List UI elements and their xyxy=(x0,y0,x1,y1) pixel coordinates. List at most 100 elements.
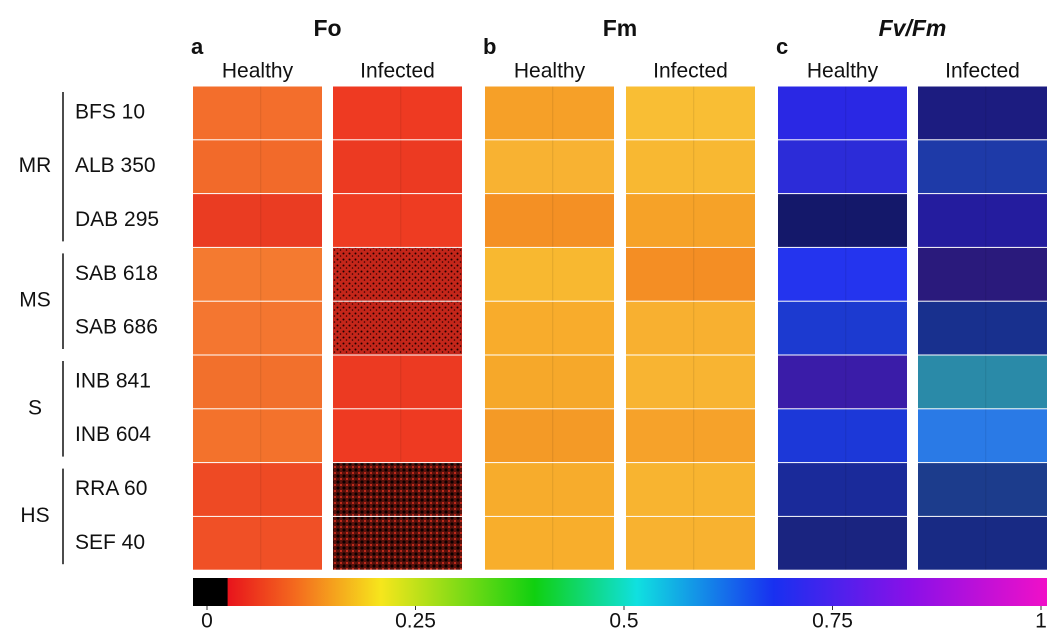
leaf-image xyxy=(778,356,907,409)
column-label: Healthy xyxy=(807,60,879,83)
leaf-vein xyxy=(400,409,401,462)
leaf-image xyxy=(333,356,462,409)
leaf-image xyxy=(626,463,755,516)
leaf-image xyxy=(485,517,614,570)
leaf-vein xyxy=(693,302,694,355)
colorbar-tick-label: 0.75 xyxy=(812,610,853,633)
leaf-image xyxy=(778,517,907,570)
leaf-vein xyxy=(260,248,261,301)
leaf-vein xyxy=(693,194,694,247)
leaf-vein xyxy=(400,302,401,355)
leaf-vein xyxy=(985,248,986,301)
leaf-image xyxy=(626,302,755,355)
genotype-label: INB 604 xyxy=(75,423,151,446)
panel-letter: b xyxy=(483,34,496,59)
colorbar-tick-label: 0 xyxy=(201,610,213,633)
leaf-vein xyxy=(845,248,846,301)
panel-title: Fm xyxy=(603,15,638,41)
panel-title: Fv/Fm xyxy=(879,15,947,41)
leaf-vein xyxy=(985,87,986,140)
leaf-image xyxy=(193,87,322,140)
leaf-image xyxy=(485,87,614,140)
leaf-vein xyxy=(552,409,553,462)
leaf-image xyxy=(193,463,322,516)
leaf-vein xyxy=(400,140,401,193)
leaf-vein xyxy=(400,463,401,516)
leaf-vein xyxy=(260,409,261,462)
leaf-vein xyxy=(693,87,694,140)
leaf-image xyxy=(333,409,462,462)
leaf-vein xyxy=(552,248,553,301)
leaf-image xyxy=(778,248,907,301)
leaf-image xyxy=(778,409,907,462)
leaf-image xyxy=(193,409,322,462)
group-label: MS xyxy=(19,289,51,312)
colorbar-tick-label: 0.25 xyxy=(395,610,436,633)
leaf-image xyxy=(193,356,322,409)
leaf-vein xyxy=(400,87,401,140)
leaf-image xyxy=(918,87,1047,140)
leaf-vein xyxy=(693,409,694,462)
leaf-image xyxy=(333,248,462,301)
leaf-vein xyxy=(693,248,694,301)
panel-letter: c xyxy=(776,34,788,59)
genotype-label: BFS 10 xyxy=(75,100,145,123)
genotype-label: RRA 60 xyxy=(75,477,147,500)
leaf-image xyxy=(333,517,462,570)
leaf-image xyxy=(333,302,462,355)
leaf-image xyxy=(918,194,1047,247)
leaf-image xyxy=(918,140,1047,193)
leaf-image xyxy=(333,87,462,140)
genotype-label: SAB 686 xyxy=(75,316,158,339)
leaf-vein xyxy=(400,194,401,247)
leaf-image xyxy=(193,194,322,247)
leaf-image xyxy=(485,302,614,355)
genotype-label: SEF 40 xyxy=(75,531,145,554)
genotype-label: DAB 295 xyxy=(75,208,159,231)
leaf-image xyxy=(485,248,614,301)
leaf-image xyxy=(626,194,755,247)
leaf-image xyxy=(778,463,907,516)
panel-letter: a xyxy=(191,34,204,59)
column-label: Healthy xyxy=(514,60,586,83)
leaf-vein xyxy=(552,517,553,570)
leaf-image xyxy=(485,140,614,193)
leaf-vein xyxy=(845,87,846,140)
leaf-image xyxy=(485,194,614,247)
leaf-vein xyxy=(845,517,846,570)
leaf-image xyxy=(918,517,1047,570)
leaf-image xyxy=(193,248,322,301)
colorbar xyxy=(193,578,1047,606)
leaf-vein xyxy=(260,302,261,355)
leaf-vein xyxy=(552,194,553,247)
leaf-vein xyxy=(845,356,846,409)
leaf-image xyxy=(626,356,755,409)
genotype-label: ALB 350 xyxy=(75,154,156,177)
leaf-vein xyxy=(552,302,553,355)
leaf-vein xyxy=(845,140,846,193)
leaf-vein xyxy=(260,463,261,516)
leaf-image xyxy=(626,87,755,140)
group-label: MR xyxy=(19,154,52,177)
leaf-vein xyxy=(260,517,261,570)
leaf-image xyxy=(333,194,462,247)
leaf-vein xyxy=(552,140,553,193)
leaf-vein xyxy=(552,356,553,409)
figure: BFS 10ALB 350DAB 295MRSAB 618SAB 686MSIN… xyxy=(0,0,1051,634)
leaf-image xyxy=(193,517,322,570)
leaf-image xyxy=(193,140,322,193)
leaf-vein xyxy=(845,194,846,247)
leaf-vein xyxy=(985,517,986,570)
leaf-image xyxy=(485,409,614,462)
leaf-vein xyxy=(985,463,986,516)
leaf-image xyxy=(626,409,755,462)
leaf-image xyxy=(626,248,755,301)
leaf-image xyxy=(485,463,614,516)
leaf-vein xyxy=(845,409,846,462)
panel-title: Fo xyxy=(313,15,341,41)
leaf-image xyxy=(918,248,1047,301)
leaf-vein xyxy=(845,302,846,355)
leaf-vein xyxy=(693,356,694,409)
column-label: Infected xyxy=(653,60,728,83)
leaf-vein xyxy=(985,302,986,355)
